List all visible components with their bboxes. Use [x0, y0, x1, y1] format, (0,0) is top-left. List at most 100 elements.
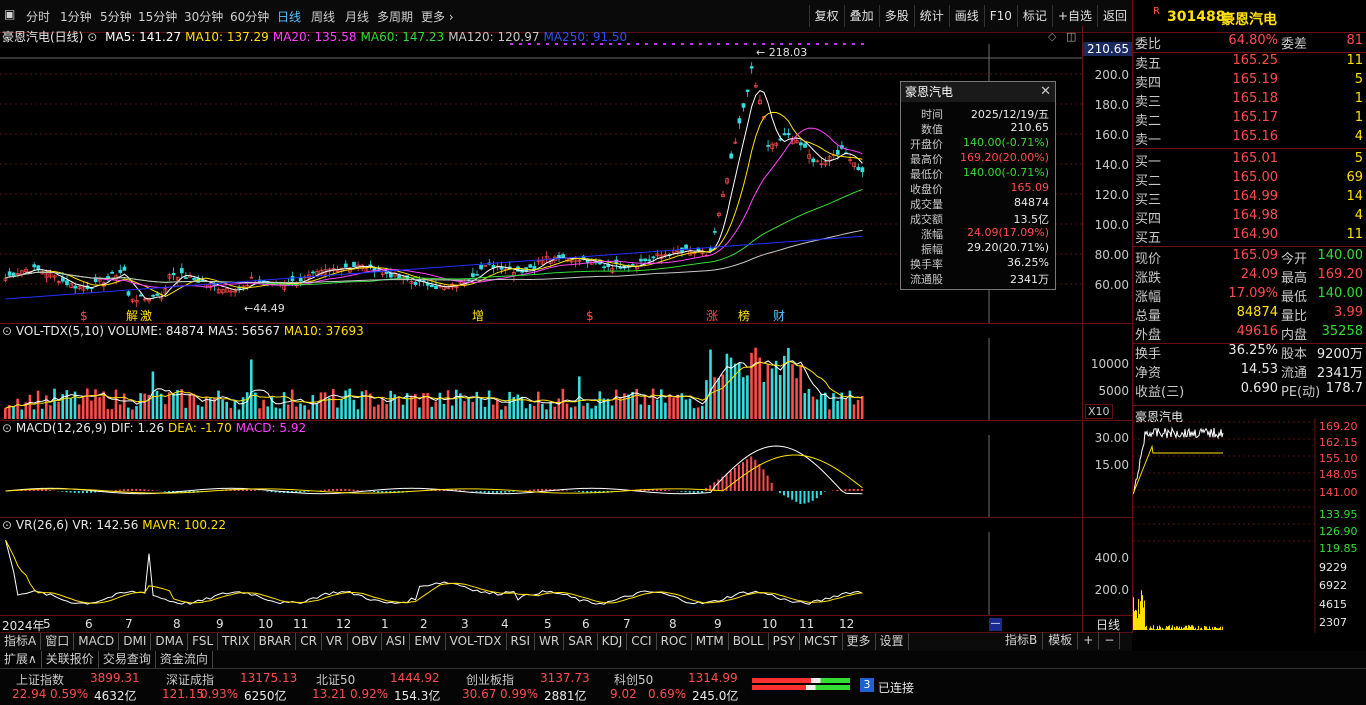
indicator-tab[interactable]: DMA	[151, 633, 188, 650]
macd-panel[interactable]: ⊙ MACD(12,26,9) DIF: 1.26 DEA: -1.70 MAC…	[0, 421, 1082, 517]
indicator-right-tab[interactable]: −	[1099, 632, 1120, 649]
event-marker[interactable]: $	[80, 309, 88, 323]
indicator-tab[interactable]: BOLL	[729, 633, 769, 650]
sub-tab[interactable]: 扩展∧	[0, 651, 42, 668]
event-marker[interactable]: $	[586, 309, 594, 323]
indicator-tab[interactable]: TRIX	[218, 633, 254, 650]
tab-30min[interactable]: 30分钟	[184, 8, 223, 25]
tab-1min[interactable]: 1分钟	[60, 8, 92, 25]
indicator-tab[interactable]: EMV	[410, 633, 445, 650]
mini-volume-bar	[1158, 629, 1159, 630]
high-price-label: ← 218.03	[756, 46, 807, 59]
event-marker[interactable]: 激	[140, 309, 152, 323]
tab-60min[interactable]: 60分钟	[230, 8, 269, 25]
indicator-right-tab[interactable]: 指标B	[1000, 632, 1043, 649]
f10-button[interactable]: F10	[984, 5, 1017, 27]
tab-fenshi[interactable]: 分时	[26, 8, 50, 25]
event-marker[interactable]: 涨	[706, 308, 718, 323]
indicator-right-tab[interactable]: +	[1078, 632, 1099, 649]
indicator-tab[interactable]: ROC	[657, 633, 692, 650]
diamond-icon[interactable]: ◇	[1048, 30, 1057, 43]
stats-button[interactable]: 统计	[914, 5, 949, 27]
index-name[interactable]: 北证50	[316, 671, 355, 688]
back-button[interactable]: 返回	[1097, 5, 1132, 27]
indicator-tab[interactable]: SAR	[564, 633, 597, 650]
multi-stock-button[interactable]: 多股	[879, 5, 914, 27]
indicator-tab[interactable]: RSI	[507, 633, 536, 650]
tab-5min[interactable]: 5分钟	[100, 8, 132, 25]
volume-panel[interactable]: ⊙ VOL-TDX(5,10) VOLUME: 84874 MA5: 56567…	[0, 324, 1082, 420]
sub-tab[interactable]: 交易查询	[99, 651, 156, 668]
candle-body	[738, 119, 741, 123]
indicator-tab[interactable]: MACD	[74, 633, 119, 650]
tab-weekly[interactable]: 周线	[311, 8, 335, 25]
price-axis-tick: 200.0	[1095, 68, 1129, 82]
indicator-tab[interactable]: ASI	[382, 633, 410, 650]
candle-body	[193, 278, 196, 279]
volume-bar	[779, 375, 782, 419]
indicator-tab[interactable]: VR	[322, 633, 348, 650]
expand-icon[interactable]: ◫	[1066, 30, 1076, 43]
macd-bar	[348, 489, 350, 491]
indicator-tab[interactable]: MCST	[800, 633, 843, 650]
indicator-tab[interactable]: OBV	[348, 633, 383, 650]
tab-more[interactable]: 更多 ›	[421, 8, 454, 25]
indicator-tab[interactable]: 指标A	[0, 633, 41, 650]
indicator-tab[interactable]: 窗口	[41, 633, 74, 650]
volume-bar	[340, 399, 343, 419]
indicator-tab[interactable]: DMI	[119, 633, 151, 650]
indicator-tab[interactable]: CCI	[627, 633, 656, 650]
event-marker[interactable]: 解	[126, 309, 138, 323]
draw-button[interactable]: 画线	[949, 5, 984, 27]
index-name[interactable]: 创业板指	[466, 671, 514, 688]
indicator-tab[interactable]: KDJ	[598, 633, 628, 650]
signal-dot	[807, 43, 810, 45]
indicator-tab[interactable]: CR	[296, 633, 322, 650]
indicator-right-tab[interactable]: 模板	[1043, 632, 1078, 649]
indicator-tab[interactable]: 设置	[876, 633, 909, 650]
add-watchlist-button[interactable]: +自选	[1052, 5, 1097, 27]
connection-count[interactable]: 3	[860, 678, 874, 692]
vol-unit: X10	[1085, 404, 1113, 419]
tab-daily[interactable]: 日线	[277, 8, 301, 25]
indicator-tab[interactable]: BRAR	[255, 633, 297, 650]
indicator-tab[interactable]: VOL-TDX	[446, 633, 507, 650]
event-marker[interactable]: 榜	[738, 308, 750, 323]
indicator-tab[interactable]: MTM	[692, 633, 729, 650]
sub-tab[interactable]: 关联报价	[42, 651, 99, 668]
fuquan-button[interactable]: 复权	[809, 5, 844, 27]
menu-icon[interactable]: ▣	[4, 7, 15, 21]
index-name[interactable]: 上证指数	[16, 671, 64, 688]
overlay-button[interactable]: 叠加	[844, 5, 879, 27]
tab-monthly[interactable]: 月线	[345, 8, 369, 25]
indicator-tab[interactable]: PSY	[769, 633, 800, 650]
candle-body	[644, 259, 647, 261]
sub-tab[interactable]: 资金流向	[156, 651, 213, 668]
index-name[interactable]: 科创50	[614, 671, 653, 688]
event-marker[interactable]: 增	[472, 309, 484, 323]
period-indicator[interactable]: 日线	[1083, 615, 1133, 632]
indicator-tab[interactable]: 更多	[843, 633, 876, 650]
indicator-tab[interactable]: FSL	[188, 633, 218, 650]
vr-panel[interactable]: ⊙ VR(26,6) VR: 142.56 MAVR: 100.22	[0, 518, 1082, 615]
event-marker[interactable]: 财	[773, 309, 785, 323]
tab-multi-period[interactable]: 多周期	[377, 8, 413, 25]
tab-15min[interactable]: 15分钟	[138, 8, 177, 25]
mark-button[interactable]: 标记	[1017, 5, 1052, 27]
index-name[interactable]: 深证成指	[166, 671, 214, 688]
signal-dot	[852, 43, 855, 45]
close-icon[interactable]: ✕	[1040, 82, 1051, 102]
connection-status[interactable]: 已连接	[878, 679, 914, 696]
indicator-tab[interactable]: WR	[535, 633, 564, 650]
